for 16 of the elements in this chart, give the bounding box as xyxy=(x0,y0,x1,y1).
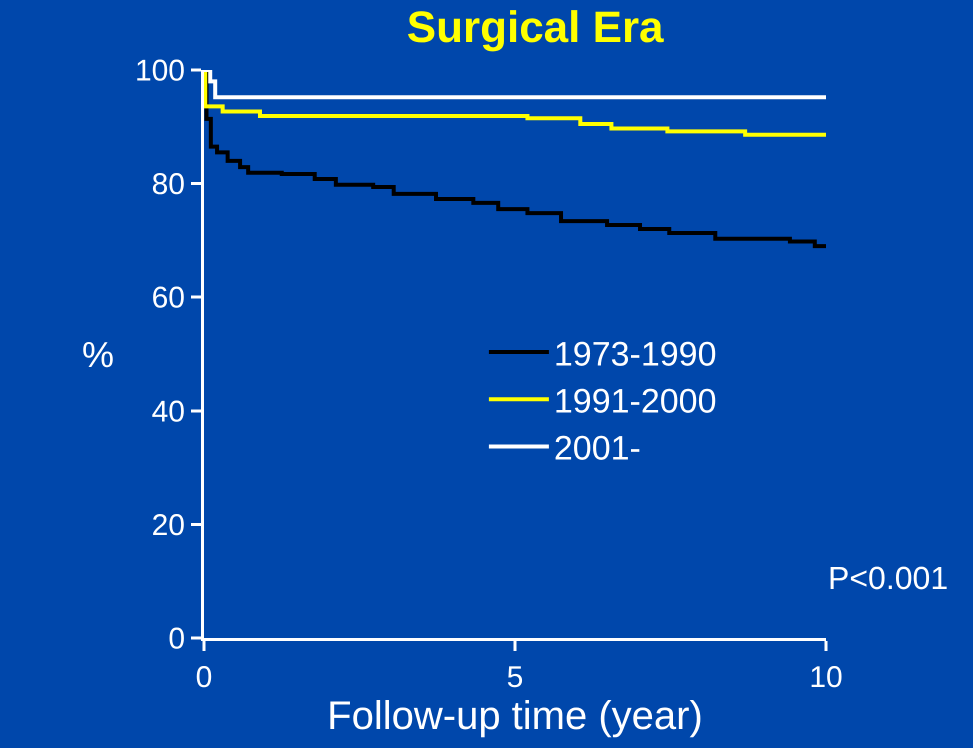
y-tick-label: 20 xyxy=(152,508,185,542)
legend-label: 2001- xyxy=(554,430,641,468)
x-tick-label: 5 xyxy=(506,661,524,694)
x-tick-label: 0 xyxy=(196,661,212,694)
chart-title: Surgical Era xyxy=(406,3,664,52)
y-tick-label: 100 xyxy=(134,54,185,88)
legend-label: 1973-1990 xyxy=(554,335,717,374)
y-tick-label: 60 xyxy=(152,282,185,315)
legend-label: 1991-2000 xyxy=(554,382,717,420)
y-axis-title: % xyxy=(82,334,114,375)
y-tick-label: 0 xyxy=(168,622,185,656)
text: P<0.001 xyxy=(828,560,948,596)
y-tick-label: 40 xyxy=(152,395,185,428)
y-tick-label: 80 xyxy=(152,168,185,202)
x-tick-label: 10 xyxy=(809,661,843,694)
x-axis-title: Follow-up time (year) xyxy=(327,694,703,738)
